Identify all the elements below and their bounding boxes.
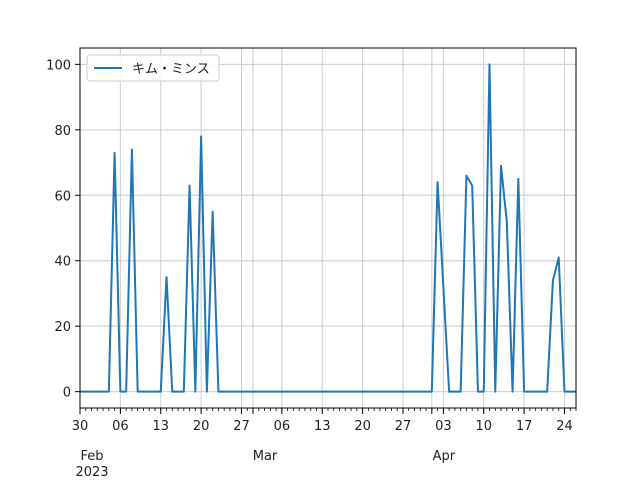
x-month-label-line: Apr	[433, 449, 456, 464]
x-tick-label: 13	[152, 419, 169, 434]
x-month-label: Apr	[433, 449, 456, 464]
x-tick-label: 06	[112, 419, 129, 434]
x-tick-label: 27	[395, 419, 412, 434]
legend: キム・ミンス	[86, 54, 220, 82]
y-tick-label: 60	[54, 189, 71, 204]
y-tick-label: 100	[46, 58, 71, 73]
x-tick-label: 20	[193, 419, 210, 434]
y-tick-label: 20	[54, 320, 71, 335]
x-tick-label: 10	[475, 419, 492, 434]
y-tick-label: 80	[54, 124, 71, 139]
x-tick-label: 17	[516, 419, 533, 434]
x-tick-label: 27	[233, 419, 250, 434]
y-tick-label: 40	[54, 255, 71, 270]
legend-label: キム・ミンス	[132, 62, 210, 77]
series-group	[80, 63, 576, 393]
x-month-label: Feb 2023	[75, 449, 108, 480]
legend-box	[86, 54, 220, 82]
x-month-label-line: Feb	[80, 449, 103, 464]
x-tick-label: 30	[72, 419, 89, 434]
x-tick-label: 20	[354, 419, 371, 434]
x-tick-label: 03	[435, 419, 452, 434]
x-month-label-line: Mar	[253, 449, 278, 464]
x-month-label-line: 2023	[75, 465, 108, 480]
x-tick-label: 06	[274, 419, 291, 434]
x-month-label: Mar	[253, 449, 278, 464]
x-tick-label: 24	[556, 419, 573, 434]
x-tick-label: 13	[314, 419, 331, 434]
series-line	[80, 63, 576, 393]
y-tick-label: 0	[63, 386, 71, 401]
